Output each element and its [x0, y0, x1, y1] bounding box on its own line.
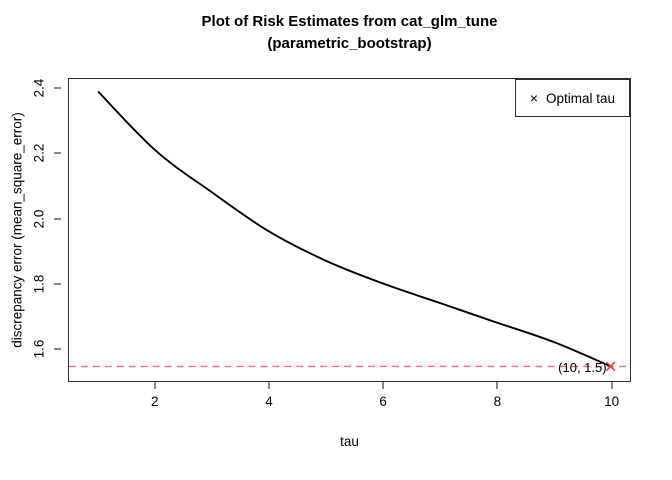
chart-title: Plot of Risk Estimates from cat_glm_tune… — [68, 11, 631, 55]
y-axis-ticks: 1.6 1.8 2.0 2.2 2.4 — [0, 78, 68, 382]
y-tick-mark — [54, 87, 61, 89]
x-tick-label: 8 — [493, 394, 502, 409]
x-tick-mark — [611, 382, 613, 389]
y-tick-mark — [54, 283, 61, 285]
chart-title-line1: Plot of Risk Estimates from cat_glm_tune — [201, 13, 498, 30]
y-tick-label: 2.0 — [31, 209, 47, 228]
y-tick-mark — [54, 152, 61, 154]
x-axis-ticks: 2 4 6 8 10 — [68, 382, 631, 422]
x-tick-mark — [154, 382, 156, 389]
x-tick-mark — [268, 382, 270, 389]
y-tick-label: 2.4 — [31, 78, 47, 98]
y-tick-mark — [54, 348, 61, 350]
chart-title-line2: (parametric_bootstrap) — [267, 35, 432, 52]
y-tick-mark — [54, 218, 61, 220]
y-tick-label: 2.2 — [31, 143, 47, 163]
legend-x-marker-icon: × — [529, 90, 539, 106]
x-tick-mark — [382, 382, 384, 389]
y-tick-label: 1.8 — [31, 274, 47, 294]
plot-area: (10, 1.5) — [68, 78, 631, 382]
x-tick-label: 2 — [151, 394, 159, 409]
plot-canvas — [69, 91, 630, 372]
x-axis-title: tau — [340, 434, 359, 449]
x-tick-mark — [496, 382, 498, 389]
legend-box: × Optimal tau — [515, 79, 630, 117]
x-tick-label: 6 — [379, 394, 387, 409]
legend-label: Optimal tau — [546, 90, 616, 106]
optimal-tau-marker — [605, 361, 616, 372]
risk-estimate-curve — [97, 91, 612, 368]
x-tick-label: 4 — [265, 394, 273, 409]
optimal-point-annotation: (10, 1.5) — [558, 360, 607, 376]
x-tick-label: 10 — [604, 394, 620, 409]
y-tick-label: 1.6 — [31, 339, 47, 359]
